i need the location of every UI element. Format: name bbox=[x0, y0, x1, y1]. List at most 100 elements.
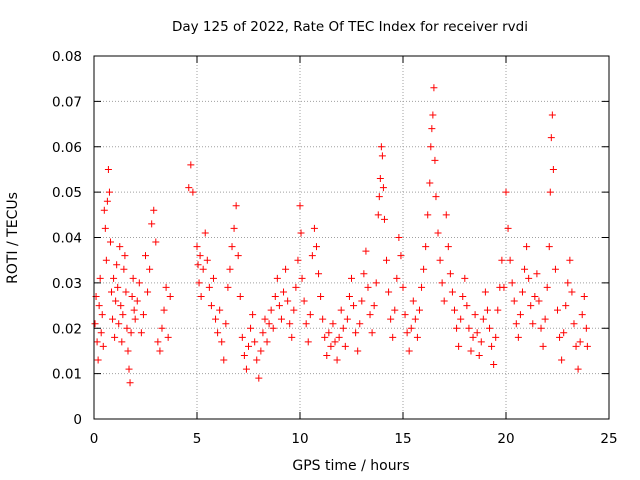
data-point bbox=[292, 283, 300, 291]
data-point bbox=[96, 274, 104, 282]
data-point bbox=[341, 342, 349, 350]
data-point bbox=[376, 175, 384, 183]
data-point bbox=[255, 374, 263, 382]
data-point bbox=[444, 243, 452, 251]
data-point bbox=[321, 333, 329, 341]
data-point bbox=[267, 306, 275, 314]
data-point bbox=[121, 252, 129, 260]
data-point bbox=[162, 283, 170, 291]
data-point bbox=[124, 347, 132, 355]
data-point bbox=[128, 292, 136, 300]
data-point bbox=[325, 329, 333, 337]
y-tick-label: 0.06 bbox=[52, 140, 82, 156]
data-point bbox=[203, 256, 211, 264]
data-point bbox=[220, 356, 228, 364]
data-point bbox=[269, 324, 277, 332]
data-point bbox=[110, 274, 118, 282]
data-point bbox=[224, 283, 232, 291]
data-point bbox=[259, 329, 267, 337]
data-point bbox=[352, 329, 360, 337]
data-point bbox=[194, 261, 202, 269]
data-point bbox=[156, 347, 164, 355]
y-tick-label: 0.01 bbox=[52, 367, 82, 383]
data-point bbox=[214, 329, 222, 337]
data-point bbox=[403, 329, 411, 337]
data-point bbox=[290, 306, 298, 314]
data-point bbox=[504, 224, 512, 232]
data-point bbox=[424, 211, 432, 219]
data-point bbox=[306, 311, 314, 319]
data-point bbox=[438, 279, 446, 287]
data-point bbox=[111, 333, 119, 341]
data-point bbox=[377, 143, 385, 151]
data-point bbox=[490, 361, 498, 369]
data-point bbox=[358, 297, 366, 305]
data-point bbox=[411, 315, 419, 323]
chart-title: Day 125 of 2022, Rate Of TEC Index for r… bbox=[172, 19, 528, 35]
data-point bbox=[364, 283, 372, 291]
data-point bbox=[196, 252, 204, 260]
data-point bbox=[545, 243, 553, 251]
data-point bbox=[531, 292, 539, 300]
data-point bbox=[463, 302, 471, 310]
data-point bbox=[459, 292, 467, 300]
data-point bbox=[572, 342, 580, 350]
data-point bbox=[558, 356, 566, 364]
data-point bbox=[543, 283, 551, 291]
data-point bbox=[465, 324, 473, 332]
data-point bbox=[207, 302, 215, 310]
data-point bbox=[431, 156, 439, 164]
data-point bbox=[387, 315, 395, 323]
data-point bbox=[144, 288, 152, 296]
data-point bbox=[119, 311, 127, 319]
data-point bbox=[265, 320, 273, 328]
data-point bbox=[413, 333, 421, 341]
data-point bbox=[93, 338, 101, 346]
data-point bbox=[533, 270, 541, 278]
data-point bbox=[308, 252, 316, 260]
data-point bbox=[510, 297, 518, 305]
data-point bbox=[422, 243, 430, 251]
data-point bbox=[549, 165, 557, 173]
data-point bbox=[350, 302, 358, 310]
data-point bbox=[479, 315, 487, 323]
data-point bbox=[566, 256, 574, 264]
data-point bbox=[104, 165, 112, 173]
data-point bbox=[469, 333, 477, 341]
data-point bbox=[521, 265, 529, 273]
data-point bbox=[300, 297, 308, 305]
data-point bbox=[236, 292, 244, 300]
data-point bbox=[467, 347, 475, 355]
data-point bbox=[537, 324, 545, 332]
data-point bbox=[327, 342, 335, 350]
data-point bbox=[405, 347, 413, 355]
data-point bbox=[568, 288, 576, 296]
data-point bbox=[360, 270, 368, 278]
data-point bbox=[393, 274, 401, 282]
data-point bbox=[455, 342, 463, 350]
data-point bbox=[434, 229, 442, 237]
data-point bbox=[483, 306, 491, 314]
data-point bbox=[125, 365, 133, 373]
data-point bbox=[527, 302, 535, 310]
data-point bbox=[101, 224, 109, 232]
data-point bbox=[245, 342, 252, 350]
data-point bbox=[574, 365, 582, 373]
data-point bbox=[329, 320, 337, 328]
data-point bbox=[297, 229, 305, 237]
data-point bbox=[298, 274, 306, 282]
grid bbox=[94, 56, 609, 419]
data-point bbox=[100, 206, 108, 214]
data-point bbox=[154, 338, 162, 346]
x-tick-label: 5 bbox=[193, 431, 202, 447]
data-point bbox=[232, 202, 240, 210]
data-point bbox=[389, 333, 397, 341]
data-point bbox=[481, 288, 489, 296]
data-point bbox=[399, 283, 407, 291]
data-point bbox=[446, 270, 454, 278]
data-point bbox=[189, 188, 197, 196]
data-point bbox=[118, 338, 126, 346]
data-point bbox=[197, 292, 205, 300]
data-point bbox=[554, 306, 561, 314]
